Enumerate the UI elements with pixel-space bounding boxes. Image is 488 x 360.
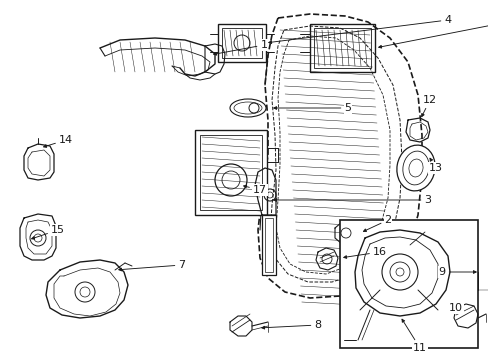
Polygon shape <box>20 214 56 260</box>
Text: 5: 5 <box>273 103 351 113</box>
Bar <box>195 130 266 215</box>
Ellipse shape <box>229 99 265 117</box>
Polygon shape <box>46 260 128 318</box>
Ellipse shape <box>396 145 434 191</box>
Text: 16: 16 <box>343 247 386 258</box>
Text: 12: 12 <box>421 95 436 117</box>
Text: 10: 10 <box>448 303 462 313</box>
Text: 2: 2 <box>363 215 391 231</box>
Polygon shape <box>354 230 449 316</box>
Text: 3: 3 <box>273 195 430 205</box>
Bar <box>309 24 374 72</box>
Bar <box>313 28 370 68</box>
Bar <box>222 28 262 58</box>
Text: 9: 9 <box>438 267 475 277</box>
Text: 1: 1 <box>213 40 267 55</box>
Bar <box>218 24 265 62</box>
Bar <box>200 135 262 210</box>
Text: 8: 8 <box>261 320 321 330</box>
Text: 13: 13 <box>428 158 442 173</box>
Polygon shape <box>229 316 251 336</box>
Text: 6: 6 <box>378 15 488 48</box>
Polygon shape <box>453 304 477 328</box>
Polygon shape <box>24 144 54 180</box>
Text: 17: 17 <box>243 185 266 195</box>
Bar <box>264 218 272 272</box>
Bar <box>339 220 477 348</box>
Text: 11: 11 <box>401 319 426 353</box>
Polygon shape <box>334 222 356 244</box>
Polygon shape <box>405 118 429 142</box>
Text: 15: 15 <box>32 225 65 239</box>
Text: 4: 4 <box>268 15 450 44</box>
Polygon shape <box>254 168 275 215</box>
Text: 14: 14 <box>43 135 73 147</box>
Polygon shape <box>315 248 337 270</box>
Text: 7: 7 <box>119 260 185 271</box>
Bar <box>262 215 275 275</box>
